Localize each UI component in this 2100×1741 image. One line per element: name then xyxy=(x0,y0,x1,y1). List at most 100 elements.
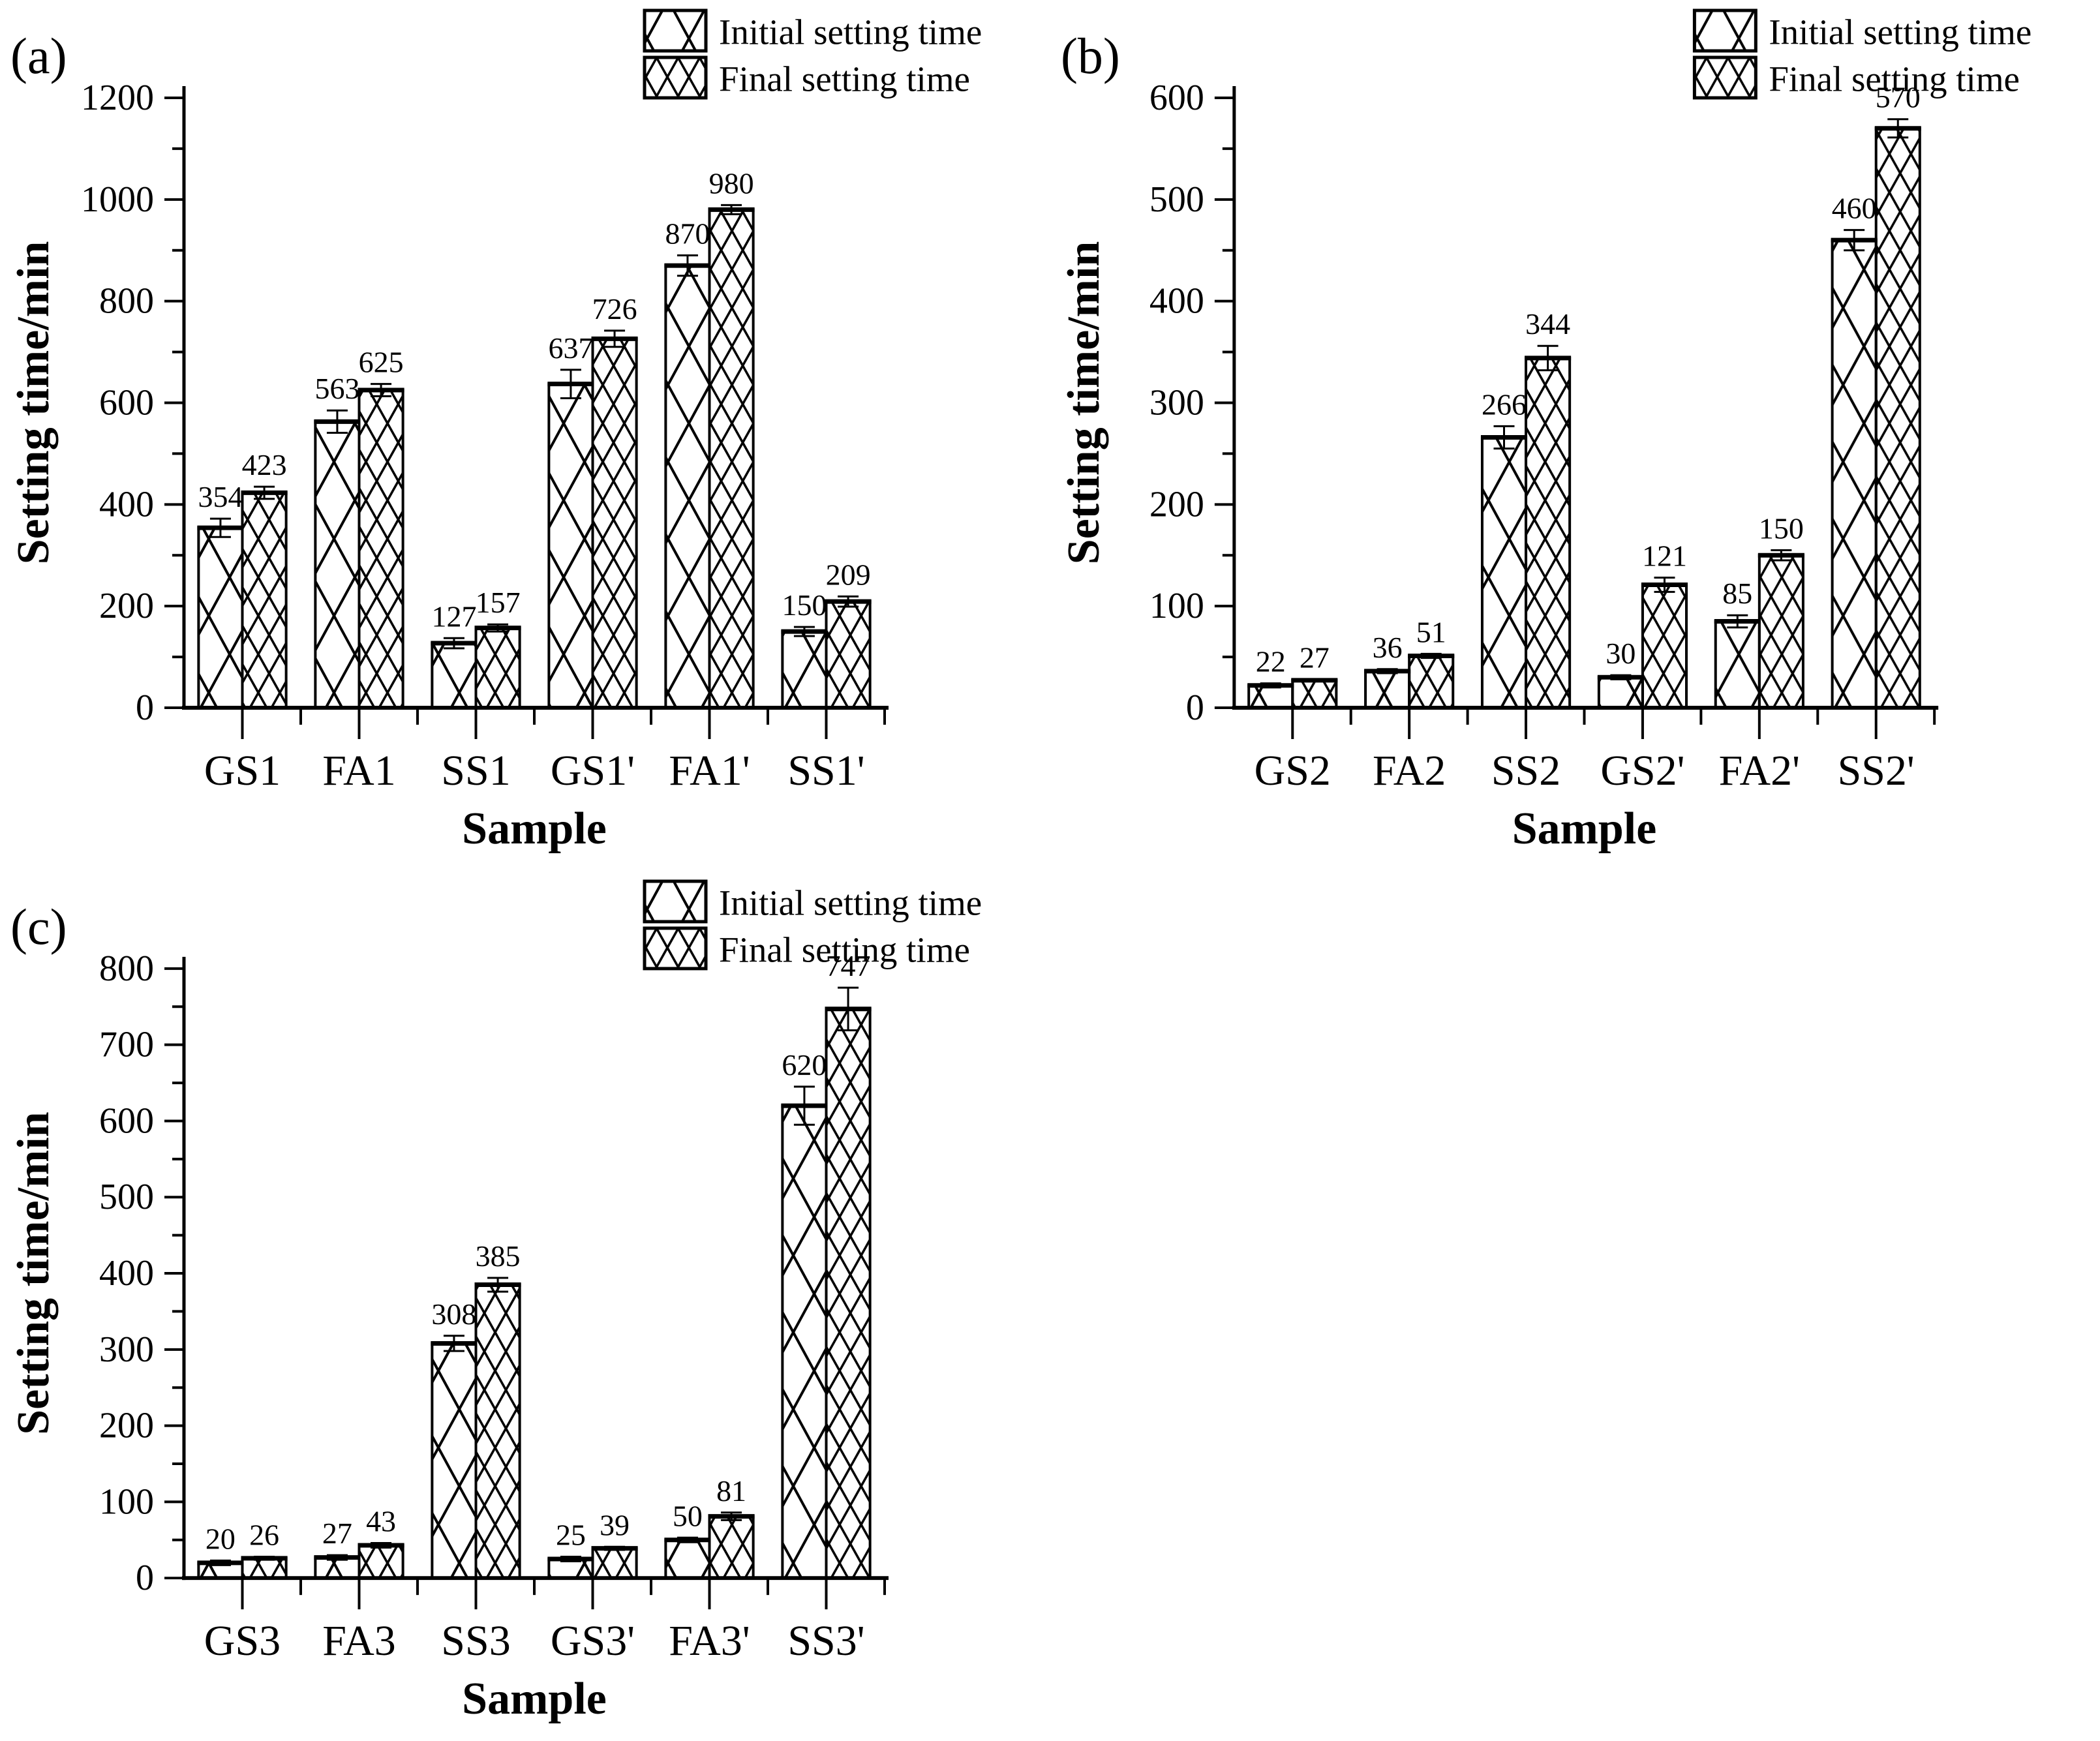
value-label-final-GS3: 26 xyxy=(249,1519,279,1552)
y-tick-label: 600 xyxy=(1149,78,1204,118)
value-label-final-GS1': 726 xyxy=(592,292,637,325)
chart-c-svg: 20 27 308 25 50 620 26 43 385 39 81 747 0 100 200 300 40… xyxy=(8,879,982,1724)
x-category-label: GS2' xyxy=(1600,747,1684,795)
value-label-final-FA2': 150 xyxy=(1759,511,1804,545)
value-label-final-SS3': 747 xyxy=(826,949,871,982)
bar-final-GS3' xyxy=(591,1547,638,1580)
plot-area-(a): 354 563 127 637 870 150 423 625 157 726 980 209 0 200… xyxy=(8,8,982,854)
value-label-final-SS1: 157 xyxy=(476,586,521,619)
value-label-initial-FA1': 870 xyxy=(665,217,710,250)
value-label-initial-FA2: 36 xyxy=(1373,631,1403,664)
value-label-final-SS3: 385 xyxy=(476,1239,521,1273)
bar-final-GS2' xyxy=(1641,583,1688,709)
y-tick-label: 700 xyxy=(99,1025,154,1065)
value-label-initial-SS3: 308 xyxy=(431,1297,476,1331)
x-category-label: FA3' xyxy=(669,1617,750,1665)
legend-label-final: Final setting time xyxy=(1769,59,2020,98)
bar-final-SS2' xyxy=(1874,127,1921,709)
y-tick-label: 200 xyxy=(99,1406,154,1446)
x-category-label: FA2' xyxy=(1719,747,1800,795)
y-tick-label: 0 xyxy=(1186,688,1204,728)
bar-final-GS3 xyxy=(241,1556,288,1580)
value-label-initial-GS2: 22 xyxy=(1256,645,1286,678)
value-label-final-FA1: 625 xyxy=(359,346,404,379)
panel-letter: (a) xyxy=(10,27,67,84)
y-tick-label: 500 xyxy=(1149,179,1204,220)
bar-initial-GS2' xyxy=(1597,676,1644,709)
legend-swatch-final xyxy=(643,55,708,100)
y-tick-label: 400 xyxy=(1149,281,1204,322)
y-axis-title: Setting time/min xyxy=(8,1112,59,1434)
y-tick-label: 200 xyxy=(1149,484,1204,524)
x-category-label: GS3' xyxy=(551,1617,635,1665)
plot-area-(c): 20 27 308 25 50 620 26 43 385 39 81 747 0 100 200 300 40… xyxy=(8,879,982,1724)
value-label-initial-FA3: 27 xyxy=(322,1517,352,1550)
value-label-final-FA1': 980 xyxy=(709,166,754,200)
bar-final-GS1 xyxy=(241,491,288,709)
bar-initial-GS1 xyxy=(197,526,244,709)
legend-swatch-final xyxy=(643,926,708,971)
bar-initial-SS3 xyxy=(431,1342,478,1580)
bar-initial-FA1' xyxy=(664,264,711,709)
chart-a-svg: 354 563 127 637 870 150 423 625 157 726 980 209 0 200… xyxy=(8,8,982,854)
value-label-final-GS3': 39 xyxy=(600,1508,630,1541)
plot-area-(b): 22 36 266 30 85 460 27 51 344 121 150 570 0 100 200 300… xyxy=(1059,8,2032,854)
y-tick-label: 0 xyxy=(136,688,154,728)
value-label-initial-GS1: 354 xyxy=(198,480,243,513)
value-label-final-GS1: 423 xyxy=(242,448,287,481)
bar-final-FA1 xyxy=(358,389,404,709)
bar-initial-SS3' xyxy=(781,1104,828,1580)
value-label-initial-FA3': 50 xyxy=(673,1499,703,1532)
x-category-label: SS2 xyxy=(1491,747,1560,795)
bar-final-SS1' xyxy=(825,600,872,710)
y-tick-label: 800 xyxy=(99,281,154,322)
x-category-label: FA3 xyxy=(322,1617,395,1665)
x-category-label: FA2 xyxy=(1373,747,1446,795)
bar-final-SS1 xyxy=(474,626,521,710)
y-tick-label: 1200 xyxy=(81,78,154,118)
legend-label-final: Final setting time xyxy=(719,59,970,99)
bar-initial-FA2' xyxy=(1714,620,1761,710)
value-label-initial-SS3': 620 xyxy=(782,1048,827,1082)
panel-letter: (c) xyxy=(10,899,67,955)
x-category-label: SS3' xyxy=(787,1617,864,1665)
x-category-label: SS1' xyxy=(787,747,864,795)
bar-initial-FA1 xyxy=(314,420,361,709)
y-tick-label: 100 xyxy=(1149,586,1204,626)
panel-empty xyxy=(1050,871,2100,1741)
x-category-label: GS2 xyxy=(1255,747,1331,795)
y-tick-label: 600 xyxy=(99,383,154,423)
value-label-initial-SS1': 150 xyxy=(782,588,827,622)
bar-final-SS2 xyxy=(1525,356,1572,709)
x-category-label: GS3 xyxy=(204,1617,281,1665)
bar-initial-FA3' xyxy=(664,1538,711,1580)
legend-swatch-final xyxy=(1692,55,1758,100)
chart-b-svg: 22 36 266 30 85 460 27 51 344 121 150 570 0 100 200 300… xyxy=(1059,8,2032,854)
value-label-initial-FA1: 563 xyxy=(314,372,359,405)
legend-label-initial: Initial setting time xyxy=(719,883,982,922)
bar-final-FA1' xyxy=(708,208,755,709)
value-label-initial-GS1': 637 xyxy=(548,331,593,365)
value-label-initial-SS1: 127 xyxy=(431,599,476,633)
bar-final-GS2 xyxy=(1291,678,1338,710)
y-tick-label: 200 xyxy=(99,586,154,626)
x-category-label: FA1 xyxy=(322,747,395,795)
x-axis-title: Sample xyxy=(1512,804,1657,854)
x-axis-title: Sample xyxy=(462,804,607,854)
x-category-label: GS1 xyxy=(204,747,281,795)
legend-swatch-initial xyxy=(1692,8,1758,53)
bar-initial-GS2 xyxy=(1247,684,1294,710)
value-label-initial-GS2': 30 xyxy=(1605,637,1636,670)
legend-label-initial: Initial setting time xyxy=(1769,12,2032,52)
y-tick-label: 400 xyxy=(99,484,154,524)
x-category-label: SS3 xyxy=(441,1617,510,1665)
value-label-final-GS2: 27 xyxy=(1300,641,1330,674)
bar-final-FA2 xyxy=(1408,654,1455,710)
x-category-label: SS2' xyxy=(1838,747,1915,795)
bar-initial-SS1' xyxy=(781,630,828,709)
panel-letter: (b) xyxy=(1061,28,1120,84)
value-label-initial-GS3: 20 xyxy=(205,1522,236,1555)
y-tick-label: 300 xyxy=(1149,382,1204,423)
x-axis-title: Sample xyxy=(462,1674,607,1724)
value-label-initial-SS2': 460 xyxy=(1832,192,1877,225)
